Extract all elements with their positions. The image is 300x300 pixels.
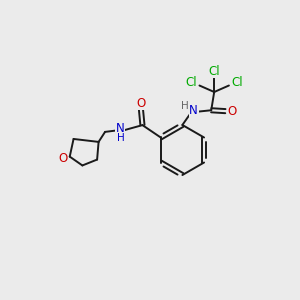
Text: O: O: [58, 152, 68, 165]
Text: Cl: Cl: [231, 76, 243, 89]
Text: O: O: [227, 105, 236, 118]
Text: H: H: [182, 101, 189, 111]
Text: N: N: [116, 122, 125, 135]
Text: N: N: [189, 104, 198, 117]
Text: O: O: [136, 97, 146, 110]
Text: H: H: [116, 134, 124, 143]
Text: Cl: Cl: [185, 76, 197, 89]
Text: Cl: Cl: [208, 65, 220, 78]
